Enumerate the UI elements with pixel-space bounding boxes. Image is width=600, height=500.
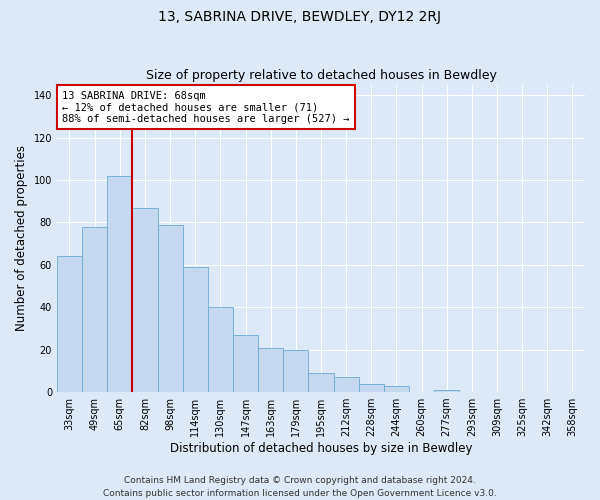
Bar: [258, 348, 283, 392]
Bar: [233, 335, 258, 392]
Title: Size of property relative to detached houses in Bewdley: Size of property relative to detached ho…: [146, 69, 496, 82]
Bar: [359, 384, 384, 392]
Text: 13, SABRINA DRIVE, BEWDLEY, DY12 2RJ: 13, SABRINA DRIVE, BEWDLEY, DY12 2RJ: [158, 10, 442, 24]
Bar: [133, 208, 158, 392]
Bar: [384, 386, 409, 392]
Bar: [182, 267, 208, 392]
Bar: [57, 256, 82, 392]
Bar: [208, 307, 233, 392]
Bar: [283, 350, 308, 392]
Bar: [82, 226, 107, 392]
Bar: [308, 373, 334, 392]
Text: Contains HM Land Registry data © Crown copyright and database right 2024.
Contai: Contains HM Land Registry data © Crown c…: [103, 476, 497, 498]
X-axis label: Distribution of detached houses by size in Bewdley: Distribution of detached houses by size …: [170, 442, 472, 455]
Bar: [107, 176, 133, 392]
Bar: [434, 390, 459, 392]
Text: 13 SABRINA DRIVE: 68sqm
← 12% of detached houses are smaller (71)
88% of semi-de: 13 SABRINA DRIVE: 68sqm ← 12% of detache…: [62, 90, 350, 124]
Bar: [158, 224, 182, 392]
Y-axis label: Number of detached properties: Number of detached properties: [15, 146, 28, 332]
Bar: [334, 377, 359, 392]
